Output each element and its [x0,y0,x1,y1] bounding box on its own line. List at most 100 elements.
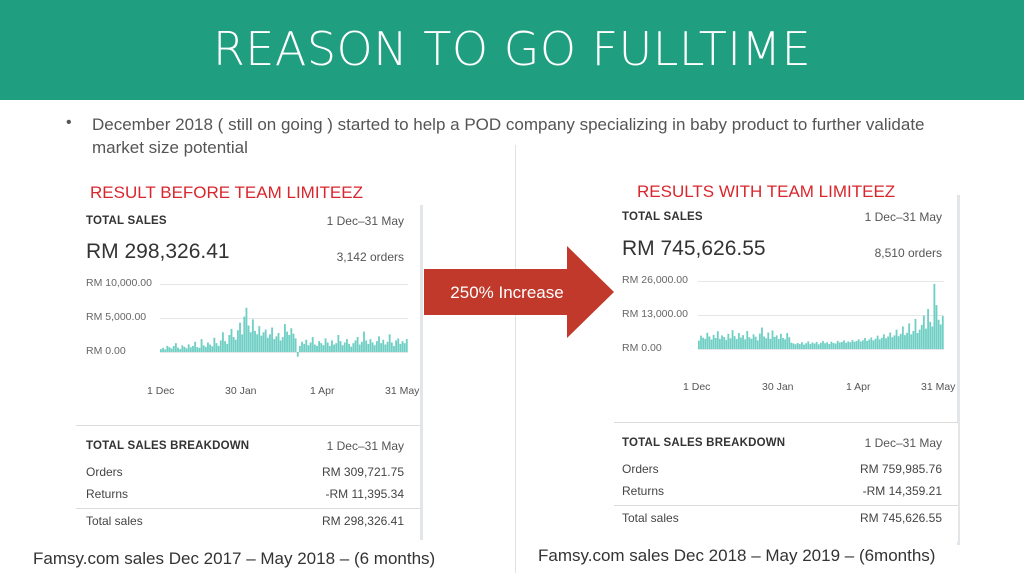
sales-bar [756,340,759,349]
sales-bar [224,341,226,352]
sales-bar [775,335,778,349]
sales-bar [375,341,378,352]
right-xtick-label: 1 Dec [683,381,711,393]
sales-bar [181,345,184,352]
sales-bar [384,344,387,352]
right-sales-chart [698,283,944,349]
sales-bar [352,343,355,352]
sales-bar [893,335,896,349]
sales-bar [941,316,944,349]
sales-bar [348,343,350,352]
left-sales-chart [160,307,408,357]
sales-bar [204,346,207,352]
right-xtick-label: 1 Apr [846,381,871,393]
sales-bar [401,341,404,352]
sales-bar [792,343,795,349]
sales-bar [241,334,244,352]
left-xtick-label: 30 Jan [225,385,257,397]
sales-bar [236,330,239,352]
sales-bar [813,343,816,349]
sales-bar [260,335,263,352]
sales-bar [337,335,340,352]
sales-bar [251,319,254,352]
sales-bar [767,332,770,349]
sales-bar [824,343,826,349]
sales-bar [170,348,173,352]
right-breakdown-title: TOTAL SALES BREAKDOWN [622,437,786,449]
sales-bar [174,343,177,352]
sales-bar [918,329,921,349]
sales-bar [346,339,348,352]
sales-bar [771,330,774,349]
left-breakdown-top-rule [76,425,420,426]
left-total-sales-amount: RM 298,326.41 [86,240,230,263]
sales-bar [360,341,363,352]
sales-bar [710,339,713,349]
sales-bar [307,345,310,352]
sales-bar [367,343,370,352]
right-breakdown-orders-value: RM 759,985.76 [859,462,942,476]
page-title: REASON TO GO FULLTIME [212,22,812,76]
sales-bar [164,349,167,352]
sales-bar [382,339,385,352]
sales-bar [811,342,814,349]
sales-bar [189,347,192,352]
sales-bar [740,337,742,349]
sales-bar [301,341,303,352]
left-section-label: RESULT BEFORE TEAM LIMITEEZ [90,183,363,202]
sales-bar [309,342,312,352]
sales-bar [322,345,325,352]
sales-bar [187,344,190,352]
sales-bar [284,324,286,352]
sales-bar [790,342,793,349]
increase-arrow-label: 250% Increase [450,283,564,302]
sales-bar [232,337,235,352]
sales-bar [840,341,843,349]
sales-bar [870,337,873,349]
sales-bar [935,305,938,349]
sales-bar [878,339,881,349]
sales-bar [211,346,214,352]
left-panel-edge [420,205,423,540]
sales-bar [183,346,186,352]
sales-bar [899,333,902,349]
right-breakdown-total-label: Total sales [622,511,679,525]
sales-bar [215,343,218,352]
right-total-sales-amount: RM 745,626.55 [622,237,766,260]
sales-bar [815,341,818,349]
sales-bar [754,336,757,349]
sales-bar [350,346,353,352]
sales-bar [752,334,755,349]
sales-bar [234,339,237,352]
left-ytick-label: RM 10,000.00 [86,277,152,289]
right-total-sales-title: TOTAL SALES [622,211,703,223]
right-breakdown-orders-label: Orders [622,462,659,476]
left-breakdown-orders-value: RM 309,721.75 [321,465,404,479]
sales-bar [290,328,293,352]
left-breakdown-returns-label: Returns [86,487,129,501]
sales-bar [200,339,203,352]
sales-bar [316,345,318,352]
sales-bar [356,337,359,352]
sales-bar [339,341,342,352]
sales-bar [247,325,250,352]
sales-bar [784,339,787,349]
sales-bar [901,326,904,349]
sales-bar [716,331,719,349]
right-breakdown-returns-value: -RM 14,359.21 [862,484,942,498]
sales-bar [198,347,201,352]
sales-bar [698,340,700,349]
right-total-orders: 8,510 orders [874,246,942,260]
sales-bar [731,330,734,349]
right-panel-edge [957,195,960,545]
right-breakdown-divider [614,505,958,506]
sales-bar [708,336,711,349]
left-breakdown-date: 1 Dec–31 May [326,439,404,453]
sales-bar [733,336,736,349]
sales-bar [172,346,175,352]
sales-bar [712,334,715,349]
sales-bar [857,339,860,349]
sales-bar [226,343,229,352]
sales-bar [883,334,885,349]
sales-bar [914,318,917,349]
